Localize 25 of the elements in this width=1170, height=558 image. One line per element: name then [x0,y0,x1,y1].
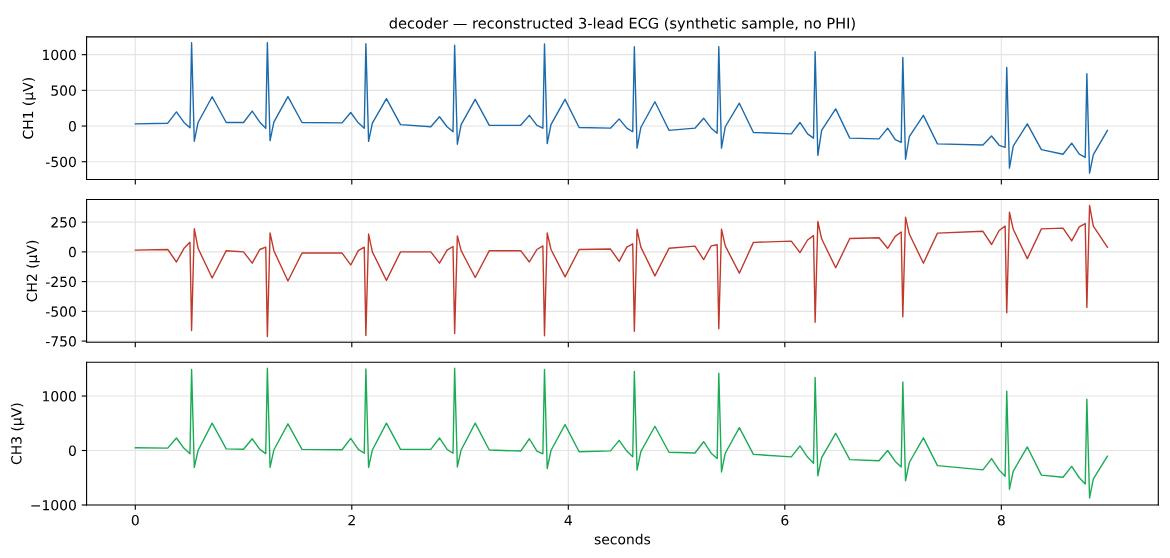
y-tick-label: 1000 [43,49,76,61]
chart-title: decoder — reconstructed 3-lead ECG (synthetic sample, no PHI) [389,17,855,32]
y-tick-label: 0 [68,445,76,456]
x-tick-label: 4 [564,515,572,526]
y-axis-title: CH1 (μV) [22,78,36,139]
y-tick-label: 0 [68,246,76,258]
line-series [134,41,1109,174]
y-tick-label: 1000 [43,391,76,402]
line-series [134,204,1109,338]
y-tick-label: -500 [46,306,76,317]
y-tick-label: 250 [51,217,76,228]
x-tick-label: 2 [348,514,355,526]
y-axis-title: CH2 (μV) [26,240,40,302]
y-tick-label: 0 [68,121,76,132]
y-tick-label: -250 [46,276,76,288]
y-tick-label: −1000 [31,499,76,511]
y-tick-label: -750 [46,336,76,347]
y-tick-label: -500 [46,156,76,168]
x-tick-label: 8 [997,514,1005,526]
x-tick-label: 0 [131,514,139,526]
line-series [134,367,1109,499]
x-axis-title: seconds [594,533,651,545]
x-tick-label: 6 [781,514,789,526]
y-tick-label: 500 [51,85,76,96]
y-axis-title: CH3 (μV) [10,403,25,465]
